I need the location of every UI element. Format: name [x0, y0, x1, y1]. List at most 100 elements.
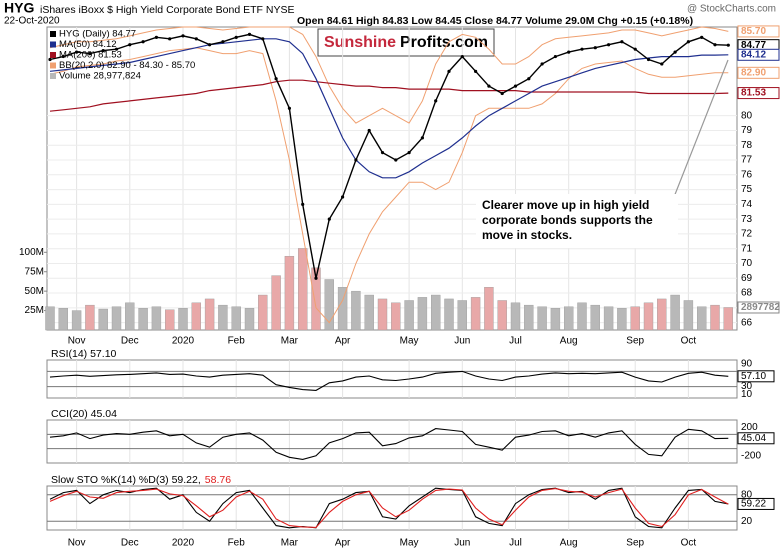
y-tick-label: 73 [741, 214, 753, 225]
last-value-label: 45.04 [741, 433, 766, 444]
last-value-label: 85.70 [741, 26, 766, 37]
volume-bar [351, 290, 361, 331]
y-tick-label: 80 [741, 489, 753, 500]
price-point [101, 49, 105, 53]
price-point [513, 84, 518, 88]
legend-swatch [50, 62, 56, 69]
indicator-line [49, 370, 729, 391]
indicator-title: 58.76 [205, 474, 231, 486]
price-point [686, 40, 691, 44]
price-point [567, 50, 571, 54]
x-tick-label: Oct [681, 538, 697, 549]
volume-bar [377, 298, 388, 331]
price-point [527, 77, 531, 81]
volume-bar [444, 298, 454, 331]
volume-bar [284, 255, 295, 331]
volume-bar [577, 302, 587, 331]
y2-tick-label: 25M [25, 305, 44, 316]
price-point [726, 43, 730, 47]
last-value-label: 57.10 [741, 371, 766, 382]
date: 22-Oct-2020 [4, 16, 60, 27]
volume-bar [484, 287, 494, 331]
legend-label: BB(20,2.0) 82.90 - 84.30 - 85.70 [59, 60, 195, 71]
annotation-box [476, 194, 678, 248]
price-point [261, 37, 265, 41]
price-point [287, 106, 291, 110]
last-value-label: 28977824 [741, 302, 780, 313]
y-tick-label: 80 [741, 110, 753, 121]
panel-frame [46, 485, 738, 531]
volume-bar [431, 294, 441, 331]
annotation-arrow [673, 59, 729, 198]
price-point [194, 37, 198, 41]
moving-average [49, 38, 729, 179]
volume-bar [111, 306, 122, 331]
y-tick-label: 68 [741, 288, 753, 299]
source: @ StockCharts.com [687, 4, 776, 15]
x-tick-label: Feb [228, 336, 246, 347]
panel-frame [46, 359, 738, 399]
price-point [700, 35, 704, 39]
volume-bar [298, 248, 308, 331]
x-tick-label: 2020 [172, 336, 195, 347]
volume-bar [191, 302, 202, 331]
logo-left: Sunshine [324, 34, 396, 51]
last-value-box [737, 301, 780, 314]
bb-upper [49, 26, 729, 124]
security-name: iShares iBoxx $ High Yield Corporate Bon… [40, 4, 294, 16]
price-point [141, 40, 145, 44]
plots: 66676869707172737475767778798025M50M75M1… [19, 25, 780, 549]
bb-lower [49, 47, 729, 324]
volume-bar [723, 307, 733, 331]
y-tick-label: 20 [741, 516, 753, 527]
legend-swatch [50, 73, 56, 79]
y-tick-label: 70 [741, 258, 753, 269]
price-point [607, 43, 611, 47]
x-tick-label: Jun [454, 538, 470, 549]
annotation-line: Clearer move up in high yield [482, 198, 649, 212]
price-point [274, 77, 278, 81]
price-point [434, 99, 438, 103]
y-tick-label: 10 [741, 389, 753, 400]
volume-bar [324, 279, 334, 331]
annotation-group: Clearer move up in high yield corporate b… [476, 59, 729, 248]
legend-label: MA(200) 81.53 [59, 50, 122, 61]
price-line [49, 33, 729, 279]
x-tick-label: Apr [335, 538, 351, 549]
indicator-title: Slow STO %K(14) %D(3) 59.22, [51, 474, 201, 486]
y-tick-label: 74 [741, 199, 753, 210]
price-point [633, 47, 637, 51]
y-tick-label: 90 [741, 358, 753, 369]
volume-bar [603, 306, 614, 331]
last-value-label: 82.90 [741, 67, 766, 78]
indicator-line [49, 488, 729, 528]
price-point [327, 217, 331, 221]
logo-right: Profits.com [400, 34, 488, 51]
x-tick-label: May [400, 538, 419, 549]
price-point [673, 50, 677, 54]
volume-bar [537, 306, 547, 331]
volume-bar [510, 302, 521, 331]
volume-bar [417, 297, 428, 331]
x-tick-label: Sep [626, 336, 644, 347]
volume-bar [497, 300, 507, 331]
panel-frame [46, 419, 738, 464]
x-tick-label: Jul [509, 538, 522, 549]
price-point [407, 151, 411, 155]
volume-bar [337, 287, 348, 331]
price-point [48, 57, 52, 62]
price-point [208, 43, 212, 47]
legend-label: HYG (Daily) 84.77 [59, 29, 136, 40]
annotation-line: move in stocks. [482, 228, 572, 242]
volume-bar [231, 306, 241, 331]
volume-bar [457, 300, 467, 331]
x-tick-label: Mar [281, 336, 299, 347]
price-point [553, 54, 558, 59]
price-point [580, 47, 584, 51]
last-value-label: 81.53 [741, 88, 766, 99]
x-tick-label: Jun [454, 336, 470, 347]
x-tick-label: Dec [121, 538, 139, 549]
price-point [474, 69, 478, 73]
volume-bar [138, 308, 148, 331]
y-tick-label: 75 [741, 184, 753, 195]
